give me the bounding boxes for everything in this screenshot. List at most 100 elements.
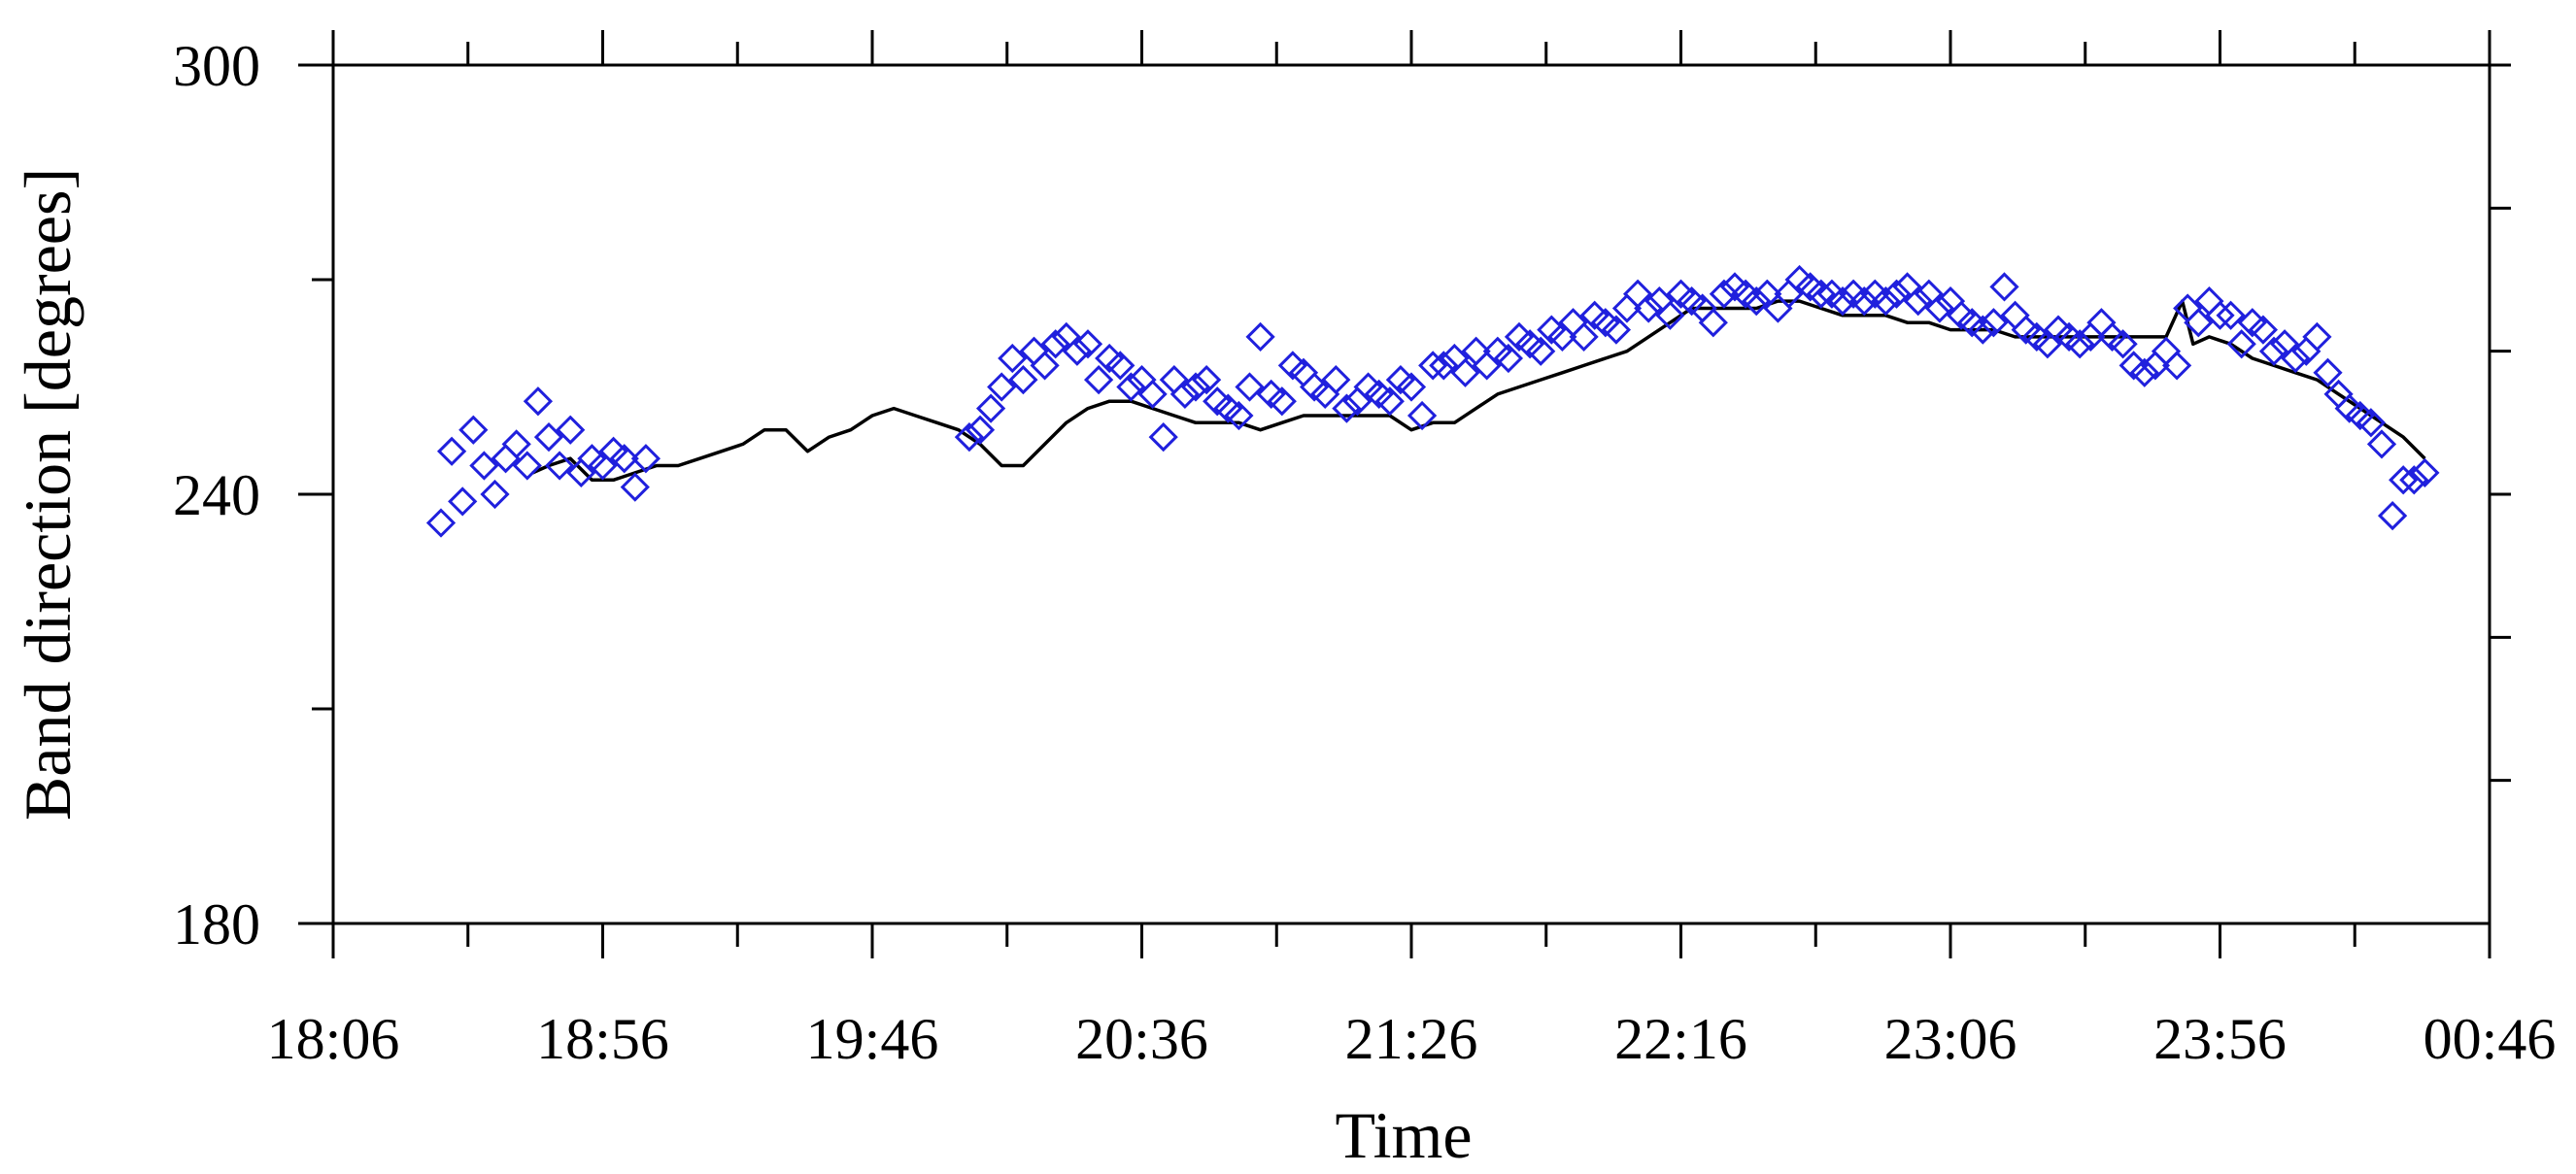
x-tick-label: 23:56 [2153,1007,2287,1071]
data-point [1601,315,1632,345]
data-point [1979,308,2009,338]
data-point [2313,357,2343,387]
data-point [1245,321,1275,352]
data-point [1191,364,1222,395]
data-point [1806,279,1836,309]
data-point [2248,315,2279,345]
data-point [1871,285,1901,317]
data-point [1321,364,1351,395]
x-tick-label: 19:46 [806,1007,939,1071]
data-point [501,429,531,459]
data-point [1396,372,1427,402]
data-point [1105,351,1135,381]
x-tick-label: 18:06 [267,1007,400,1071]
data-point [425,508,457,538]
data-point [609,444,639,474]
data-point [620,472,650,502]
data-point [2086,308,2117,338]
series-markers-group [425,264,2440,538]
data-point [544,451,575,481]
data-point [1116,372,1146,402]
data-point [1881,279,1912,309]
data-point [1137,379,1168,410]
data-point [2281,343,2311,374]
data-point [436,436,467,466]
series-line-group [531,299,2426,483]
data-point [2377,500,2408,531]
data-point [1903,285,1933,317]
data-point [2389,465,2419,495]
data-point [523,386,554,417]
data-point [987,372,1017,402]
data-point [533,421,564,453]
x-tick-label: 00:46 [2423,1007,2557,1071]
right-axis-ticks [2490,63,2511,783]
data-point [1062,336,1093,366]
data-point [954,421,985,453]
data-point [1742,285,1772,317]
data-point [1924,293,1955,323]
data-point [2356,408,2387,438]
data-point [2184,308,2214,338]
data-point [1418,351,1448,381]
series-line [531,299,2426,483]
data-point [2226,329,2256,359]
data-point [1180,372,1211,402]
data-point [1569,321,1599,352]
data-point [1429,351,1459,381]
data-point [2161,351,2192,381]
data-point [965,415,996,445]
data-point [1450,357,1480,387]
data-point [1493,343,1524,374]
x-tick-label: 20:36 [1075,1007,1208,1071]
data-point [630,444,661,474]
data-point [1148,421,1178,453]
y-tick-label: 300 [173,34,260,98]
data-point [1698,308,1728,338]
data-point [2366,429,2397,459]
data-point [2410,457,2440,488]
data-point [1040,329,1070,359]
data-point [1827,285,1858,317]
data-point [458,415,489,445]
x-tick-label: 21:26 [1345,1007,1478,1071]
x-tick-label: 22:16 [1614,1007,1747,1071]
data-point [469,451,499,481]
data-point [1989,272,2019,302]
data-point [1008,364,1038,395]
data-point [1224,400,1254,431]
data-point [1083,364,1114,395]
data-point [1709,279,1740,309]
data-point [480,479,510,510]
data-point [998,343,1028,374]
data-point [448,486,478,517]
data-point [1968,315,1998,345]
x-axis-ticks: 18:06 18:56 19:46 20:36 21:26 22:16 23:06 23:56… [267,30,2557,1071]
data-point [2302,321,2332,352]
data-point [1634,293,1664,323]
data-point [2205,300,2235,330]
data-point [2399,465,2429,495]
data-point [1030,351,1060,381]
data-point [1407,400,1438,431]
data-point [975,393,1006,423]
data-point [1655,300,1685,330]
y-axis-label: Band direction [degrees] [11,168,85,821]
data-point [1374,386,1405,417]
plot-frame [331,63,2491,925]
data-point [1267,386,1297,417]
x-tick-label: 23:06 [1884,1007,2017,1071]
data-point [2151,336,2182,366]
data-point [1169,379,1201,410]
data-point [1072,329,1103,359]
data-point [1526,336,1556,366]
data-point [556,415,586,445]
y-tick-label: 240 [173,463,260,527]
y-tick-label: 180 [173,892,260,956]
data-point [2108,329,2138,359]
data-point [512,451,542,481]
data-point [1849,285,1880,317]
data-point [2065,329,2095,359]
data-point [2216,300,2246,330]
